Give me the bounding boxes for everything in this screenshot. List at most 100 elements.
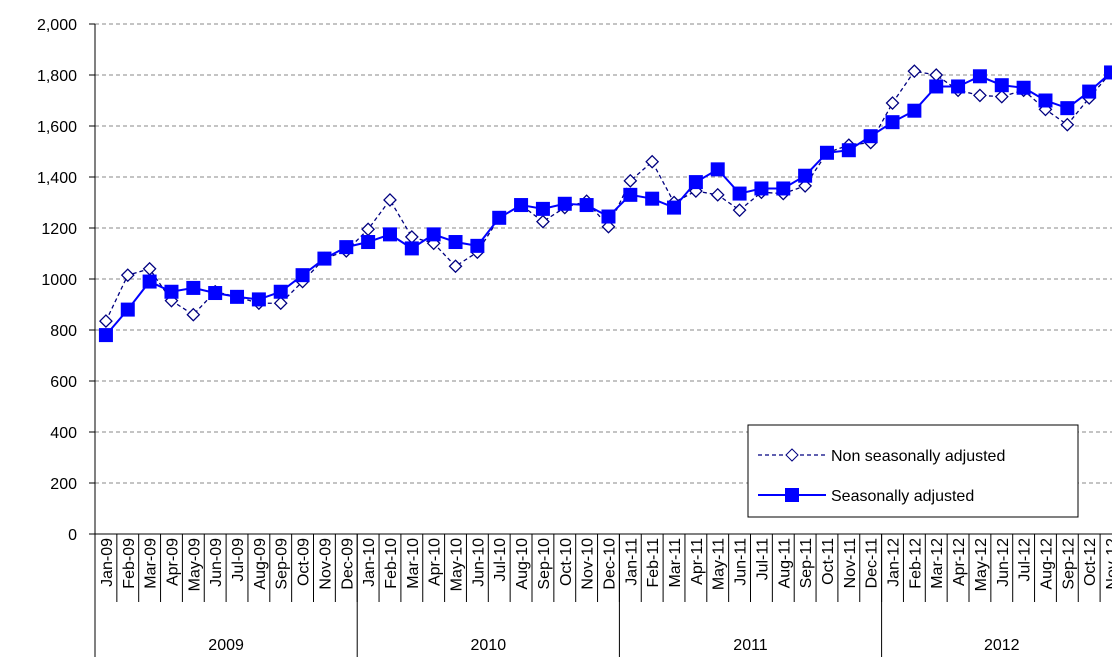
point (798, 179, 813, 193)
point (404, 241, 419, 256)
point (339, 240, 354, 255)
x-tick-label: Nov-11 (842, 538, 859, 588)
point (557, 196, 572, 211)
group-label: 2009 (208, 637, 244, 654)
x-tick-label: Sep-12 (1060, 538, 1077, 590)
x-tick-label: Mar-10 (405, 538, 422, 589)
legend-marker (785, 448, 799, 462)
x-tick-label: Jan-09 (99, 538, 116, 587)
y-tick-label: 800 (50, 323, 77, 340)
x-tick-label: Oct-10 (558, 538, 575, 586)
x-tick-label: Dec-10 (601, 538, 618, 590)
x-tick-label: Dec-09 (339, 538, 356, 590)
x-tick-label: Apr-11 (689, 538, 706, 585)
legend-box (747, 424, 1079, 518)
point (164, 284, 179, 299)
point (142, 274, 157, 289)
y-tick-label: 400 (50, 425, 77, 442)
point (426, 227, 441, 242)
y-tick-label: 600 (50, 374, 77, 391)
point (623, 173, 638, 188)
y-tick-label: 1200 (41, 221, 77, 238)
point (120, 302, 135, 317)
point (601, 219, 616, 234)
point (710, 162, 725, 177)
y-tick-label: 200 (50, 476, 77, 493)
y-tick-label: 1,600 (37, 119, 77, 136)
point (579, 198, 594, 213)
x-tick-label: Oct-09 (296, 538, 313, 586)
x-tick-label: Aug-12 (1038, 538, 1055, 590)
point (645, 154, 660, 169)
point (448, 235, 463, 250)
point (1038, 93, 1053, 108)
x-tick-label: Mar-11 (667, 538, 684, 588)
y-tick-label: 1,400 (37, 170, 77, 187)
point (623, 187, 638, 202)
group-label: 2011 (733, 637, 768, 654)
point (448, 259, 463, 274)
point (120, 268, 135, 283)
y-tick-label: 1,800 (37, 68, 77, 85)
x-tick-label: Sep-10 (536, 538, 553, 590)
point (404, 230, 419, 244)
point (361, 222, 376, 237)
x-tick-label: May-11 (711, 538, 728, 590)
point (492, 210, 507, 225)
point (470, 238, 485, 253)
group-label: 2012 (984, 637, 1020, 654)
x-tick-label: Jan-10 (361, 538, 378, 587)
x-tick-label: Jun-12 (995, 538, 1012, 587)
y-tick-label: 1000 (41, 272, 77, 289)
point (535, 201, 550, 216)
point (929, 79, 944, 94)
x-tick-label: Jul-12 (1017, 538, 1034, 582)
x-tick-label: Aug-09 (252, 538, 269, 590)
point (273, 284, 288, 299)
x-tick-label: Feb-11 (645, 538, 662, 588)
point (885, 115, 900, 130)
x-tick-label: Dec-11 (864, 538, 881, 588)
x-tick-label: May-10 (449, 538, 466, 591)
group-label: 2010 (471, 637, 507, 654)
x-tick-label: Sep-09 (274, 538, 291, 590)
x-tick-label: Jul-11 (754, 538, 771, 580)
x-tick-label: Mar-09 (143, 538, 160, 589)
point (732, 186, 747, 201)
point (1104, 65, 1112, 80)
point (98, 328, 113, 343)
point (907, 64, 922, 79)
point (273, 296, 288, 311)
point (514, 198, 529, 213)
x-tick-label: Apr-10 (427, 538, 444, 586)
x-tick-label: May-12 (973, 538, 990, 591)
point (972, 69, 987, 84)
point (186, 307, 201, 322)
point (186, 280, 201, 295)
point (885, 96, 900, 110)
point (142, 261, 157, 276)
point (536, 214, 550, 229)
x-tick-label: Oct-11 (820, 538, 837, 585)
y-tick-label: 2,000 (37, 17, 77, 34)
point (361, 235, 376, 250)
point (951, 79, 966, 94)
x-tick-label: Jun-09 (208, 538, 225, 587)
point (688, 175, 703, 190)
x-tick-label: Aug-11 (776, 538, 793, 589)
point (295, 268, 310, 283)
point (383, 193, 397, 207)
point (732, 203, 747, 218)
x-tick-label: Jul-10 (492, 538, 509, 582)
point (863, 129, 878, 144)
point (994, 78, 1009, 93)
point (382, 227, 397, 242)
point (819, 145, 834, 160)
point (99, 314, 113, 328)
x-tick-label: Oct-12 (1082, 538, 1099, 586)
point (1060, 117, 1075, 132)
point (645, 191, 660, 206)
x-tick-label: Jul-09 (230, 538, 247, 582)
point (973, 88, 987, 103)
